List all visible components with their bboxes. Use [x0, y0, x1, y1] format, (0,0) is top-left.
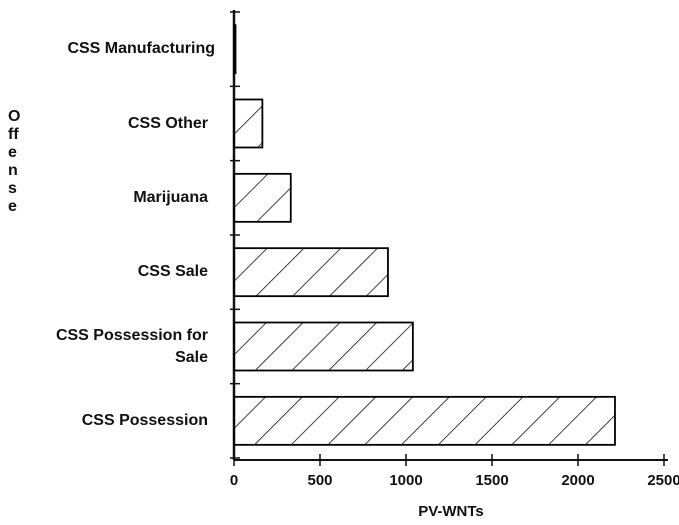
- y-tick-label: CSS Possession for Sale: [55, 326, 208, 366]
- x-axis-label: PV-WNTs: [418, 503, 484, 520]
- y-tick-label: CSS Manufacturing: [67, 40, 215, 58]
- y-axis-label: Offense: [8, 108, 21, 215]
- bar: [233, 98, 264, 149]
- bar: [233, 395, 616, 446]
- y-tick-label: CSS Other: [127, 114, 208, 132]
- y-tick-label: CSS Possession: [81, 411, 208, 429]
- x-tick-label: 1000: [389, 472, 422, 489]
- bar: [233, 321, 414, 372]
- bar: [233, 172, 292, 223]
- y-tick-label: Marijuana: [133, 188, 208, 206]
- x-tick-label: 1500: [475, 472, 508, 489]
- bar: [233, 24, 237, 75]
- x-tick-label: 2000: [561, 472, 594, 489]
- x-tick-label: 0: [230, 472, 238, 489]
- x-tick-label: 500: [307, 472, 332, 489]
- y-tick-label: CSS Sale: [137, 263, 208, 281]
- x-tick-label: 2500: [647, 472, 679, 489]
- bar: [233, 247, 389, 298]
